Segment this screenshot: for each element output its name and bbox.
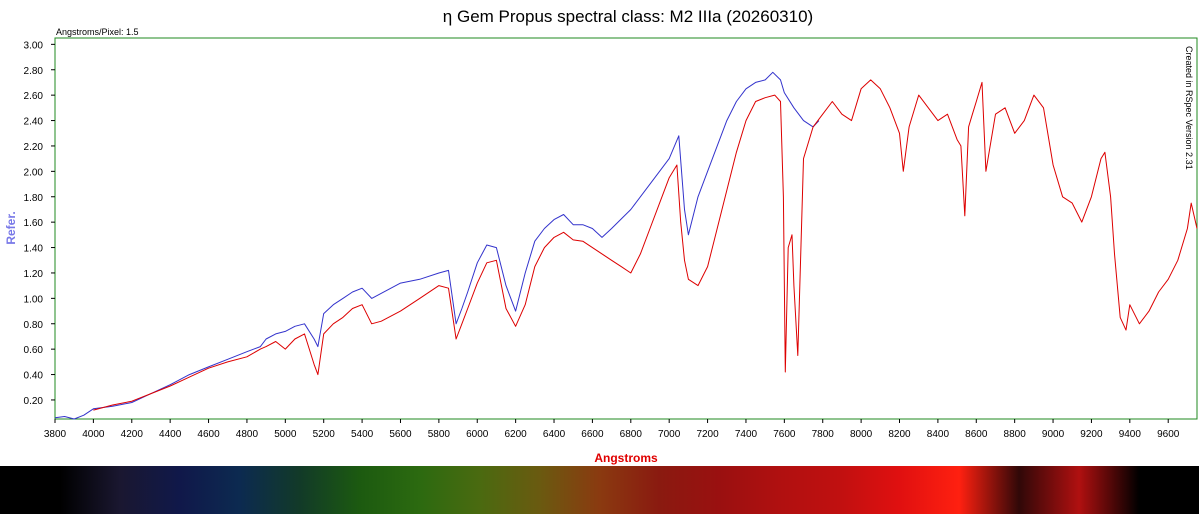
y-tick-label: 2.60 [24,91,44,102]
x-tick-label: 8800 [1004,429,1027,440]
x-tick-label: 8200 [888,429,911,440]
y-tick-label: 1.40 [24,244,44,255]
y-tick-label: 1.00 [24,294,44,305]
x-tick-label: 6800 [620,429,643,440]
y-tick-label: 2.00 [24,167,44,178]
y-axis-label: Refer. [4,211,18,244]
x-tick-label: 5800 [428,429,451,440]
color-spectrum-strip [0,466,1199,514]
x-tick-label: 8600 [965,429,988,440]
y-tick-label: 0.40 [24,371,44,382]
x-tick-label: 7000 [658,429,681,440]
spectrum-chart: η Gem Propus spectral class: M2 IIIa (20… [4,7,1198,465]
x-tick-label: 6200 [505,429,528,440]
y-tick-label: 3.00 [24,40,44,51]
x-tick-label: 5200 [313,429,336,440]
y-tick-label: 2.20 [24,142,44,153]
x-tick-label: 4400 [159,429,182,440]
x-tick-label: 4600 [197,429,220,440]
x-tick-label: 3800 [44,429,67,440]
x-axis-ticks: 3800 4000 4200 4400 4600 4800 5000 5200 5400 5600… [44,419,1180,440]
x-tick-label: 5000 [274,429,297,440]
side-note: Created in RSpec Version 2.31 [1184,46,1194,170]
y-tick-label: 1.20 [24,269,44,280]
x-tick-label: 6600 [581,429,604,440]
x-tick-label: 7200 [696,429,719,440]
x-tick-label: 7400 [735,429,758,440]
y-axis-ticks: 0.20 0.40 0.60 0.80 1.00 1.20 1.40 1.60 1.80 2.00… [24,40,55,407]
reference-series-line [54,71,820,420]
x-tick-label: 4000 [82,429,105,440]
y-tick-label: 2.80 [24,66,44,77]
x-tick-label: 9000 [1042,429,1065,440]
y-tick-label: 2.40 [24,117,44,128]
y-tick-label: 0.80 [24,320,44,331]
x-tick-label: 7600 [773,429,796,440]
x-axis-label: Angstroms [594,451,658,465]
x-tick-label: 9600 [1157,429,1180,440]
x-tick-label: 4200 [121,429,144,440]
x-tick-label: 8000 [850,429,873,440]
x-tick-label: 7800 [812,429,835,440]
x-tick-label: 5400 [351,429,374,440]
y-tick-label: 1.80 [24,193,44,204]
x-tick-label: 6400 [543,429,566,440]
y-tick-label: 0.60 [24,345,44,356]
x-tick-label: 4800 [236,429,259,440]
chart-title: η Gem Propus spectral class: M2 IIIa (20… [443,7,813,26]
x-tick-label: 8400 [927,429,950,440]
x-tick-label: 5600 [389,429,412,440]
y-tick-label: 0.20 [24,396,44,407]
measured-series-line [93,79,1198,411]
x-tick-label: 9200 [1080,429,1103,440]
x-tick-label: 6000 [466,429,489,440]
series-layer [54,71,1198,420]
y-tick-label: 1.60 [24,218,44,229]
corner-note: Angstroms/Pixel: 1.5 [56,27,139,37]
x-tick-label: 9400 [1119,429,1142,440]
